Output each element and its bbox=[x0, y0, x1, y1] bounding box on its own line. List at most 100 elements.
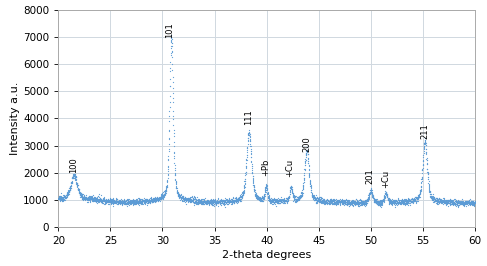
Point bbox=[104, 198, 112, 203]
Point bbox=[226, 197, 234, 202]
Point bbox=[389, 200, 397, 204]
Point bbox=[450, 200, 457, 205]
Point bbox=[449, 199, 456, 203]
Point bbox=[225, 198, 233, 202]
Point bbox=[332, 200, 340, 204]
Point bbox=[304, 160, 312, 165]
Point bbox=[94, 198, 102, 202]
Point bbox=[397, 199, 405, 203]
Point bbox=[57, 197, 65, 201]
Point bbox=[329, 198, 337, 202]
Point bbox=[97, 200, 105, 204]
Point bbox=[243, 153, 251, 157]
Point bbox=[286, 185, 294, 189]
Point bbox=[380, 193, 388, 197]
Point bbox=[266, 198, 274, 202]
Point bbox=[288, 185, 296, 189]
Point bbox=[230, 198, 238, 202]
Point bbox=[158, 191, 166, 196]
Point bbox=[109, 201, 116, 205]
Point bbox=[394, 198, 402, 203]
Point bbox=[200, 202, 207, 207]
Point bbox=[180, 197, 187, 202]
Point bbox=[469, 200, 477, 204]
Point bbox=[421, 141, 429, 145]
Point bbox=[212, 201, 220, 205]
Point bbox=[72, 172, 79, 177]
Point bbox=[100, 195, 108, 200]
Point bbox=[259, 195, 266, 199]
Point bbox=[299, 186, 307, 191]
Point bbox=[124, 199, 132, 203]
Point bbox=[252, 192, 260, 196]
Point bbox=[153, 197, 161, 201]
Point bbox=[378, 201, 386, 205]
Point bbox=[108, 200, 115, 204]
Point bbox=[350, 199, 357, 203]
Point bbox=[85, 194, 93, 199]
Point bbox=[332, 202, 340, 206]
Point bbox=[236, 193, 244, 197]
Point bbox=[147, 195, 154, 199]
Point bbox=[434, 200, 442, 204]
Point bbox=[98, 200, 106, 204]
Point bbox=[467, 198, 475, 203]
Point bbox=[286, 188, 294, 192]
Point bbox=[261, 188, 269, 193]
Point bbox=[179, 199, 187, 203]
Point bbox=[374, 200, 382, 205]
Point bbox=[125, 200, 132, 205]
Point bbox=[112, 201, 120, 205]
Point bbox=[82, 193, 90, 197]
Point bbox=[301, 159, 309, 163]
Point bbox=[339, 201, 347, 206]
Point bbox=[87, 197, 95, 201]
Point bbox=[449, 199, 457, 203]
Point bbox=[310, 193, 318, 197]
Point bbox=[133, 198, 141, 203]
Point bbox=[89, 198, 96, 202]
Point bbox=[77, 194, 85, 198]
Point bbox=[166, 119, 173, 123]
Point bbox=[342, 200, 350, 204]
Point bbox=[418, 171, 426, 175]
Point bbox=[97, 200, 105, 204]
Point bbox=[315, 199, 322, 203]
Point bbox=[152, 199, 160, 203]
Point bbox=[345, 201, 353, 205]
Point bbox=[450, 200, 458, 204]
Point bbox=[401, 201, 409, 205]
Point bbox=[390, 199, 398, 203]
Point bbox=[333, 199, 341, 203]
Point bbox=[110, 200, 117, 204]
Point bbox=[239, 190, 246, 194]
Point bbox=[122, 202, 130, 207]
Point bbox=[313, 196, 320, 200]
Point bbox=[122, 199, 130, 203]
Point bbox=[381, 189, 389, 193]
Point bbox=[193, 200, 201, 204]
Point bbox=[226, 199, 234, 203]
Point bbox=[165, 137, 173, 141]
Point bbox=[309, 193, 317, 198]
Point bbox=[61, 196, 69, 200]
Point bbox=[361, 202, 369, 206]
Point bbox=[405, 201, 413, 205]
Point bbox=[121, 199, 129, 203]
Point bbox=[211, 199, 219, 203]
Point bbox=[108, 198, 116, 203]
Point bbox=[446, 197, 454, 201]
Point bbox=[360, 201, 368, 206]
Point bbox=[314, 197, 322, 202]
Point bbox=[351, 199, 358, 203]
Point bbox=[281, 198, 289, 203]
Point bbox=[121, 199, 129, 203]
Point bbox=[200, 199, 207, 203]
Point bbox=[436, 197, 444, 201]
Point bbox=[172, 186, 180, 190]
Point bbox=[116, 199, 124, 203]
Point bbox=[377, 200, 385, 204]
Point bbox=[270, 200, 278, 204]
Point bbox=[142, 197, 150, 201]
Point bbox=[343, 200, 351, 204]
